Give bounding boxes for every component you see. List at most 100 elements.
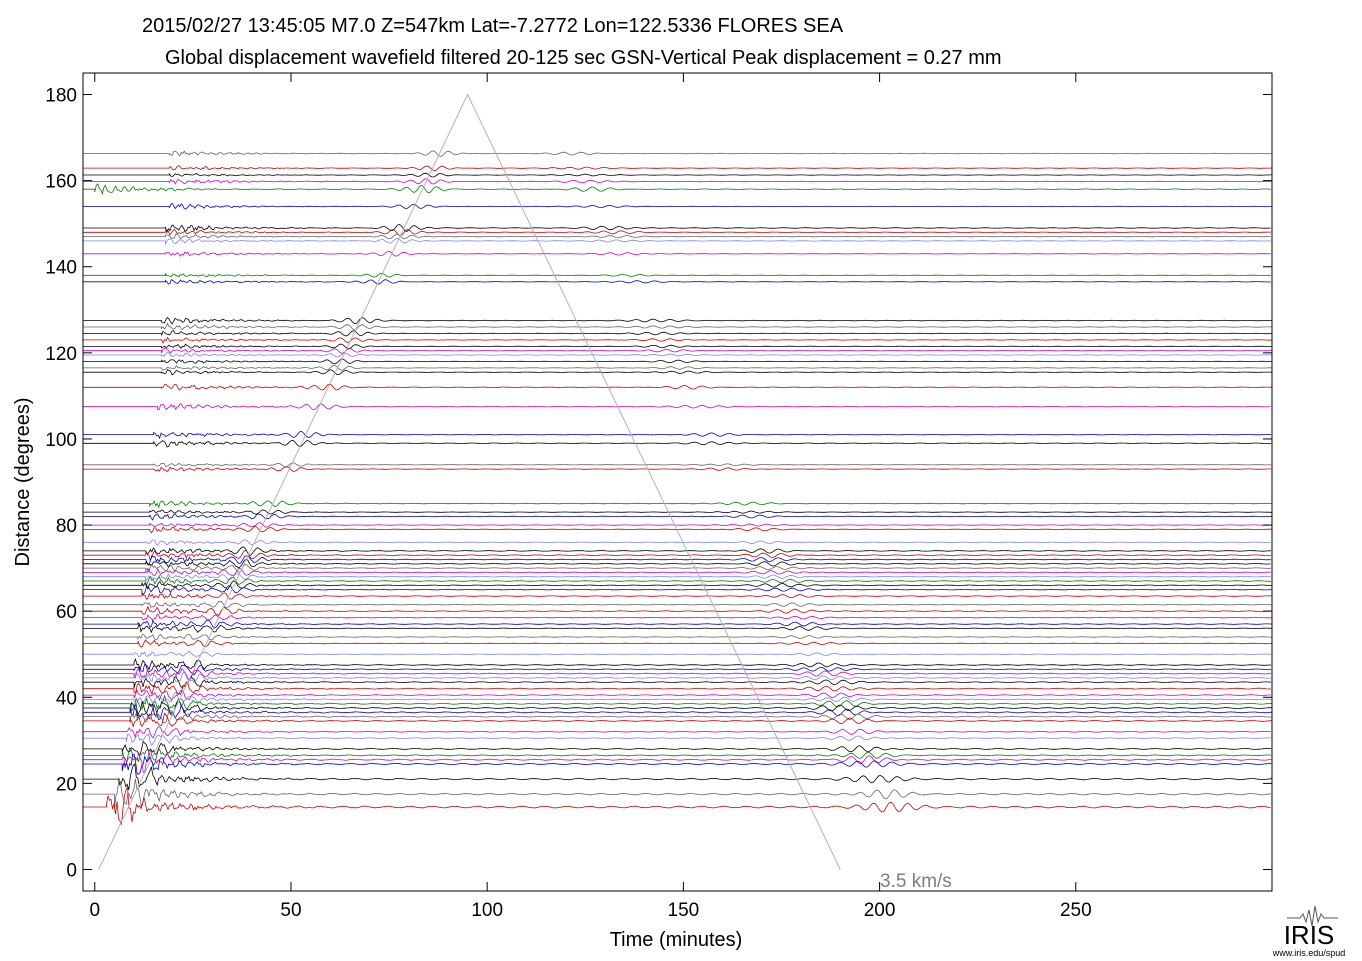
seismogram-trace xyxy=(83,639,1272,648)
seismogram-trace xyxy=(83,178,1272,185)
seismogram-trace xyxy=(83,509,1272,515)
seismogram-trace xyxy=(83,749,1272,773)
seismogram-trace xyxy=(83,753,1272,775)
seismogram-trace xyxy=(83,279,1271,285)
seismogram-trace xyxy=(83,633,1272,641)
seismogram-trace xyxy=(83,681,1272,696)
trace-group xyxy=(83,150,1272,826)
seismogram-trace xyxy=(83,358,1272,365)
y-tick-label: 180 xyxy=(45,86,77,107)
iris-logo: IRIS www.iris.edu/spud xyxy=(1272,905,1346,958)
y-tick-label: 80 xyxy=(56,516,77,537)
y-tick-label: 0 xyxy=(66,860,77,881)
y-axis-label: Distance (degrees) xyxy=(12,398,34,567)
seismogram-trace xyxy=(83,675,1272,689)
seismogram-trace xyxy=(83,700,1272,718)
seismogram-trace xyxy=(83,580,1272,591)
seismogram-trace xyxy=(83,650,1272,657)
seismogram-trace xyxy=(83,403,1271,411)
seismogram-trace xyxy=(83,712,1272,728)
chart-subtitle: Global displacement wavefield filtered 2… xyxy=(165,47,1002,69)
seismogram-trace xyxy=(83,671,1272,683)
seismogram-trace xyxy=(83,439,1272,448)
seismogram-trace xyxy=(83,605,1272,616)
seismogram-trace xyxy=(83,233,1271,240)
seismogram-trace xyxy=(83,702,1272,721)
seismogram-trace xyxy=(83,330,1272,337)
seismogram-trace xyxy=(83,223,1271,234)
seismogram-trace xyxy=(83,462,1272,468)
seismogram-trace xyxy=(83,430,1272,440)
seismogram-trace xyxy=(83,347,1272,354)
seismogram-trace xyxy=(83,658,1272,671)
seismogram-trace xyxy=(83,525,1272,534)
y-tick-label: 100 xyxy=(45,430,77,451)
seismogram-trace xyxy=(83,172,1272,178)
seismogram-trace xyxy=(83,165,1272,172)
seismogram-trace xyxy=(83,228,1271,236)
reference-velocity-line xyxy=(98,93,841,870)
seismogram-trace xyxy=(83,272,1271,278)
logo-url: www.iris.edu/spud xyxy=(1272,948,1346,958)
y-tick-label: 20 xyxy=(56,774,77,795)
y-tick-label: 140 xyxy=(45,258,77,279)
x-tick-label: 150 xyxy=(668,900,700,921)
seismogram-trace xyxy=(83,522,1272,528)
seismogram-trace xyxy=(83,250,1271,257)
seismogram-trace xyxy=(83,601,1272,609)
y-tick-label: 40 xyxy=(56,688,77,709)
seismogram-trace xyxy=(83,689,1271,702)
seismogram-trace xyxy=(83,573,1271,582)
seismogram-trace xyxy=(83,202,1272,210)
seismogram-trace xyxy=(83,785,1271,826)
seismogram-trace xyxy=(83,500,1272,509)
seismogram-trace xyxy=(83,364,1272,371)
seismogram-trace xyxy=(83,691,1272,707)
seismogram-trace xyxy=(83,726,1271,739)
chart-title: 2015/02/27 13:45:05 M7.0 Z=547km Lat=-7.… xyxy=(142,15,844,37)
seismogram-trace xyxy=(83,667,1272,681)
x-tick-label: 200 xyxy=(864,900,896,921)
seismogram-trace xyxy=(83,539,1271,546)
seismogram-trace xyxy=(83,369,1272,376)
seismogram-trace xyxy=(83,585,1272,596)
seismogram-logo-icon xyxy=(1287,905,1338,927)
x-tick-label: 50 xyxy=(280,900,301,921)
seismogram-trace xyxy=(83,316,1272,325)
y-tick-label: 60 xyxy=(56,602,77,623)
y-axis: 0 20 40 60 80 100 120 140 160 180 xyxy=(45,86,1272,881)
seismogram-trace xyxy=(83,237,1271,246)
x-tick-label: 100 xyxy=(471,900,503,921)
x-tick-label: 0 xyxy=(89,900,100,921)
seismogram-trace xyxy=(83,614,1272,621)
seismogram-trace xyxy=(83,352,1272,358)
y-tick-label: 120 xyxy=(45,344,77,365)
seismogram-trace xyxy=(83,778,1271,809)
seismogram-trace xyxy=(83,183,1271,196)
seismogram-trace xyxy=(83,343,1272,350)
x-axis: 0 50 100 150 200 250 xyxy=(89,73,1092,921)
x-tick-label: 250 xyxy=(1060,900,1092,921)
seismogram-trace xyxy=(83,336,1272,345)
seismogram-trace xyxy=(83,709,1272,724)
x-axis-label: Time (minutes) xyxy=(610,929,743,951)
seismogram-trace xyxy=(83,567,1271,577)
seismogram-trace xyxy=(83,664,1271,676)
seismogram-trace xyxy=(83,550,1271,562)
plot-frame xyxy=(82,72,1273,892)
reference-line-group xyxy=(98,93,841,870)
y-tick-label: 160 xyxy=(45,172,77,193)
seismogram-trace xyxy=(83,575,1271,587)
seismogram-trace xyxy=(83,546,1271,556)
seismogram-trace xyxy=(83,558,1271,569)
seismogram-trace xyxy=(83,695,1272,713)
seismogram-trace xyxy=(83,466,1272,473)
seismogram-trace xyxy=(83,150,1272,157)
logo-text: IRIS xyxy=(1284,920,1335,950)
seismogram-trace xyxy=(83,322,1272,331)
seismogram-trace xyxy=(83,592,1272,600)
seismogram-trace xyxy=(83,740,1272,755)
seismogram-trace xyxy=(83,513,1272,521)
velocity-annotation: 3.5 km/s xyxy=(880,871,952,892)
